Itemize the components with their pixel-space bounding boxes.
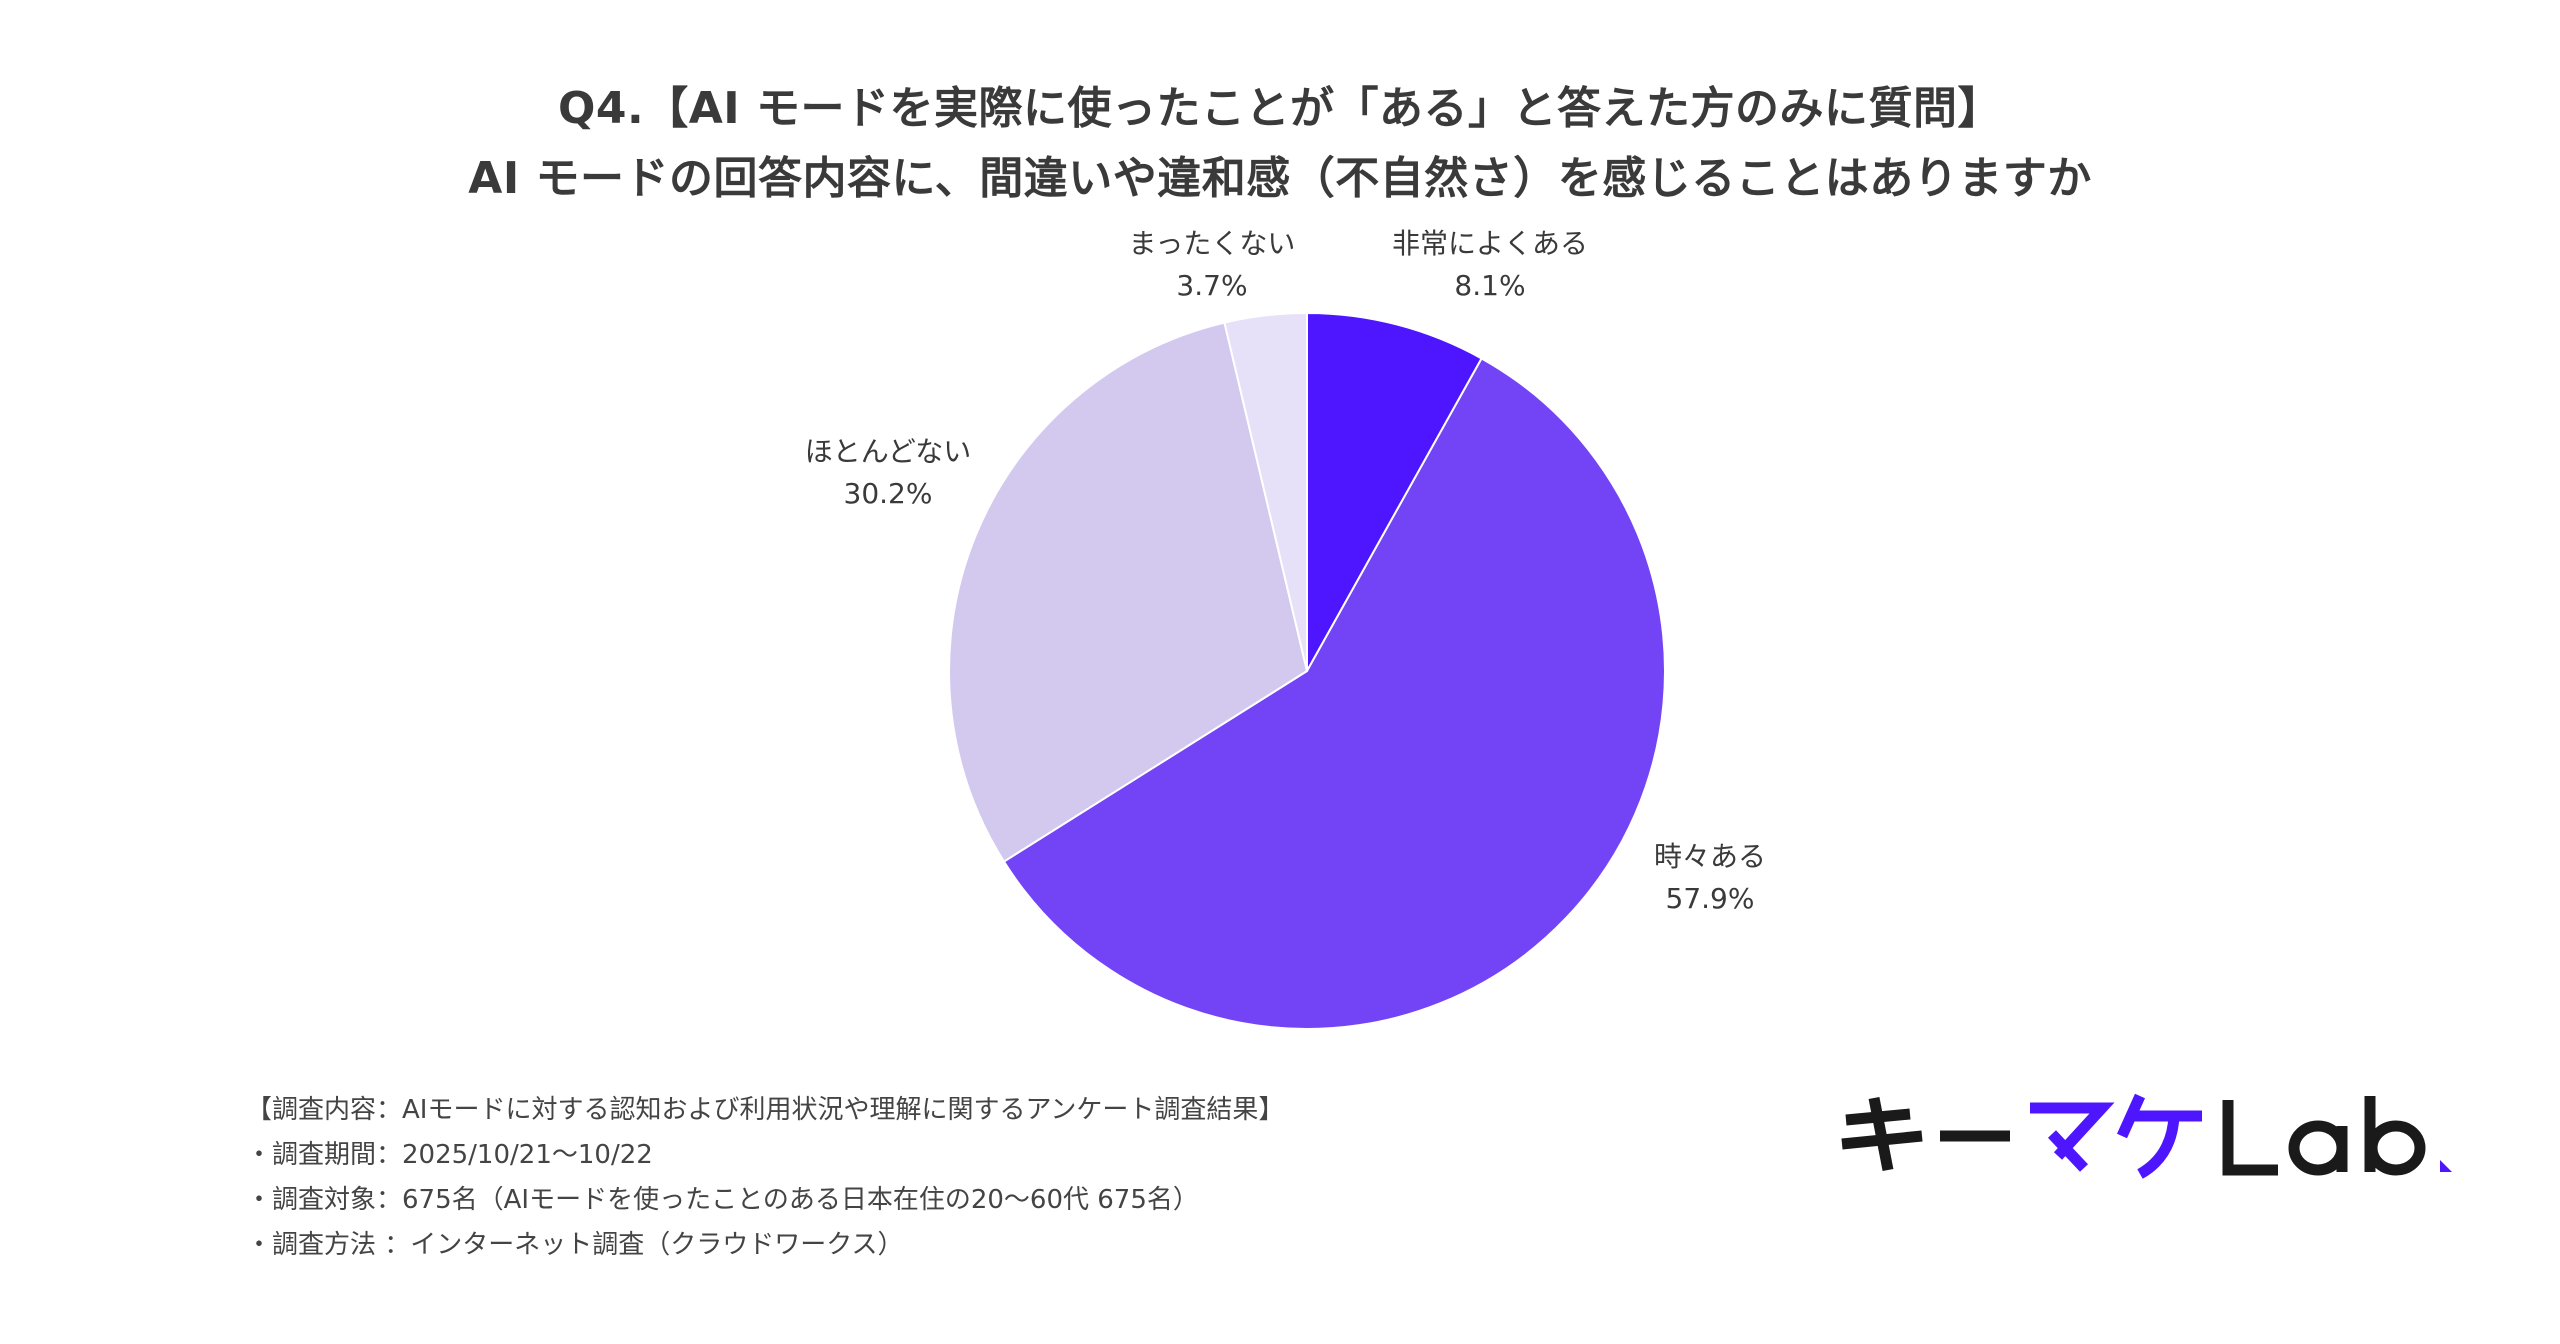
survey-note-target: ・調査対象：675名（AIモードを使ったことのある日本在住の20〜60代 675… (246, 1185, 1199, 1215)
slice-value-1: 8.1% (1454, 269, 1525, 302)
pie-slice-4 (1223, 311, 1308, 672)
slice-value-3: 30.2% (844, 477, 933, 510)
chart-title-line1: Q4.【AI モードを実際に使ったことが「ある」と答えた方のみに質問】 (558, 83, 2002, 134)
survey-note-content: 【調査内容：AIモードに対する認知および利用状況や理解に関するアンケート調査結果… (246, 1095, 1285, 1125)
survey-note-method: ・調査方法 ：インターネット調査（クラウドワークス） (246, 1230, 904, 1260)
pie-slice-3 (948, 321, 1309, 863)
kiimake-lab-logo (1841, 1093, 2452, 1179)
survey-notes: 【調査内容：AIモードに対する認知および利用状況や理解に関するアンケート調査結果… (246, 1088, 1284, 1268)
chart-title-line2: AI モードの回答内容に、間違いや違和感（不自然さ）を感じることはありますか (468, 153, 2092, 204)
slice-label-2: 時々ある (1654, 840, 1766, 873)
survey-note-period: ・調査期間：2025/10/21〜10/22 (246, 1140, 653, 1170)
slice-label-3: ほとんどない (805, 435, 972, 468)
pie-slice-1 (1306, 311, 1483, 675)
pie-slice-2 (1002, 357, 1666, 1031)
slice-value-4: 3.7% (1176, 269, 1247, 302)
slice-label-1: 非常によくある (1392, 227, 1588, 260)
slice-value-2: 57.9% (1666, 882, 1755, 915)
slice-label-4: まったくない (1129, 227, 1296, 260)
